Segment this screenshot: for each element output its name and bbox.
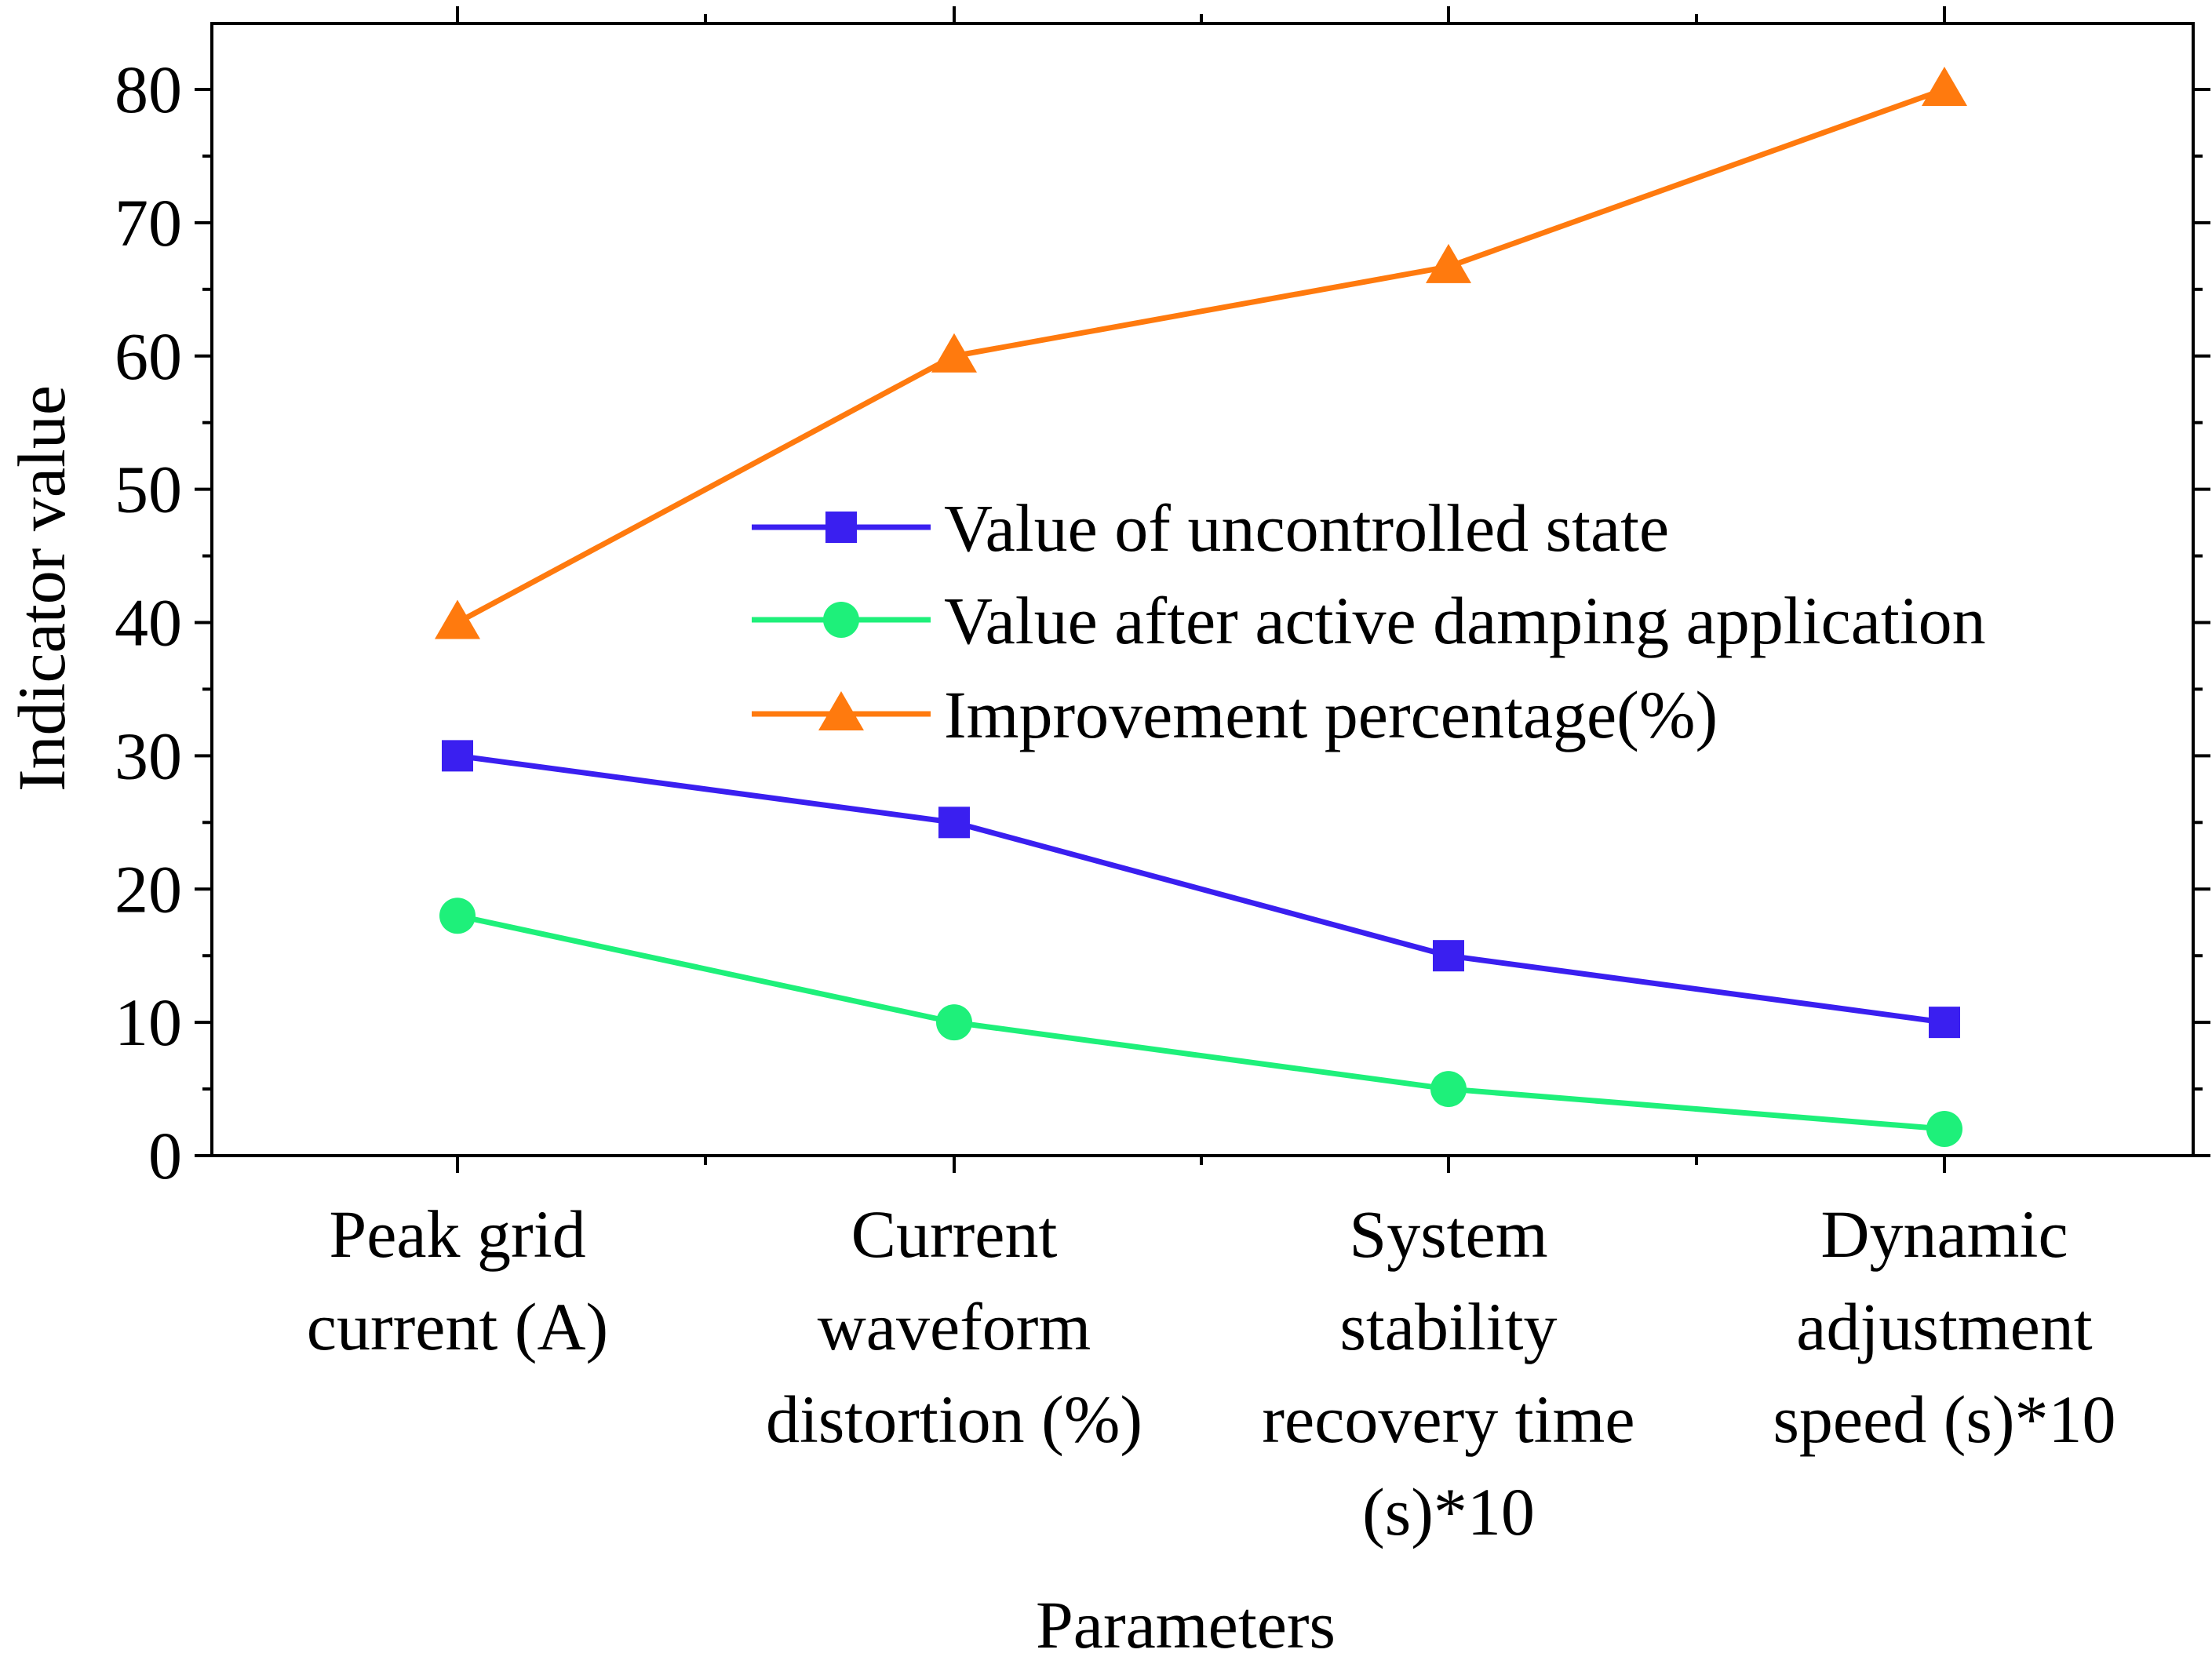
x-axis-title: Parameters (1036, 1587, 1336, 1662)
y-tick-label: 50 (115, 452, 182, 527)
legend-item: Value of uncontrolled state (752, 490, 1669, 566)
x-tick-label: distortion (%) (766, 1382, 1142, 1457)
legend: Value of uncontrolled state Value after a… (752, 490, 1986, 752)
data-point (1426, 243, 1471, 283)
data-point (1430, 1071, 1467, 1108)
x-tick-label: waveform (818, 1289, 1091, 1364)
y-tick-label: 10 (115, 985, 182, 1060)
x-tick-label: Dynamic (1820, 1196, 2068, 1272)
x-tick-label: Peak grid (329, 1196, 585, 1272)
x-tick-label: Current (851, 1196, 1058, 1272)
y-axis: 0 10 20 30 40 50 60 70 80 (115, 52, 2210, 1193)
data-point (442, 740, 473, 772)
legend-item: Improvement percentage(%) (752, 677, 1718, 752)
series-layer (435, 67, 1967, 1148)
data-point (1926, 1111, 1962, 1148)
legend-item: Value after active damping application (752, 583, 1986, 658)
y-axis-title: Indicator value (4, 385, 79, 792)
data-point (1433, 940, 1464, 972)
x-tick-label: stability (1339, 1289, 1557, 1364)
x-tick-label: adjustment (1796, 1289, 2092, 1364)
data-point (1922, 67, 1967, 106)
series-triangle (435, 67, 1967, 639)
x-tick-label: recovery time (1262, 1382, 1634, 1457)
legend-swatch-marker (823, 602, 859, 638)
data-point (931, 333, 977, 373)
legend-label: Value after active damping application (944, 583, 1986, 658)
x-tick-label: current (A) (307, 1289, 608, 1364)
series-line (457, 752, 1945, 1025)
x-tick-label: speed (s)*10 (1773, 1382, 2115, 1457)
y-tick-label: 60 (115, 319, 182, 394)
series-circle (439, 898, 1962, 1148)
data-point (435, 599, 480, 639)
x-tick-label: (s)*10 (1362, 1474, 1535, 1549)
series-line (457, 912, 1945, 1132)
y-tick-label: 70 (115, 185, 182, 260)
y-tick-label: 40 (115, 585, 182, 661)
y-tick-label: 20 (115, 851, 182, 927)
series-line (456, 86, 1946, 625)
data-point (936, 1004, 972, 1041)
y-tick-label: 0 (148, 1118, 182, 1193)
y-tick-label: 80 (115, 52, 182, 127)
legend-label: Improvement percentage(%) (944, 677, 1718, 752)
data-point (1929, 1007, 1960, 1039)
legend-swatch-marker (825, 512, 857, 543)
x-axis: Peak grid current (A) Current waveform disto… (307, 6, 2116, 1549)
data-point (439, 898, 476, 934)
series-square (442, 740, 1960, 1039)
y-tick-label: 30 (115, 718, 182, 793)
data-point (938, 807, 970, 839)
legend-swatch-marker (818, 691, 864, 730)
legend-label: Value of uncontrolled state (944, 490, 1669, 566)
x-tick-label: System (1349, 1196, 1547, 1272)
